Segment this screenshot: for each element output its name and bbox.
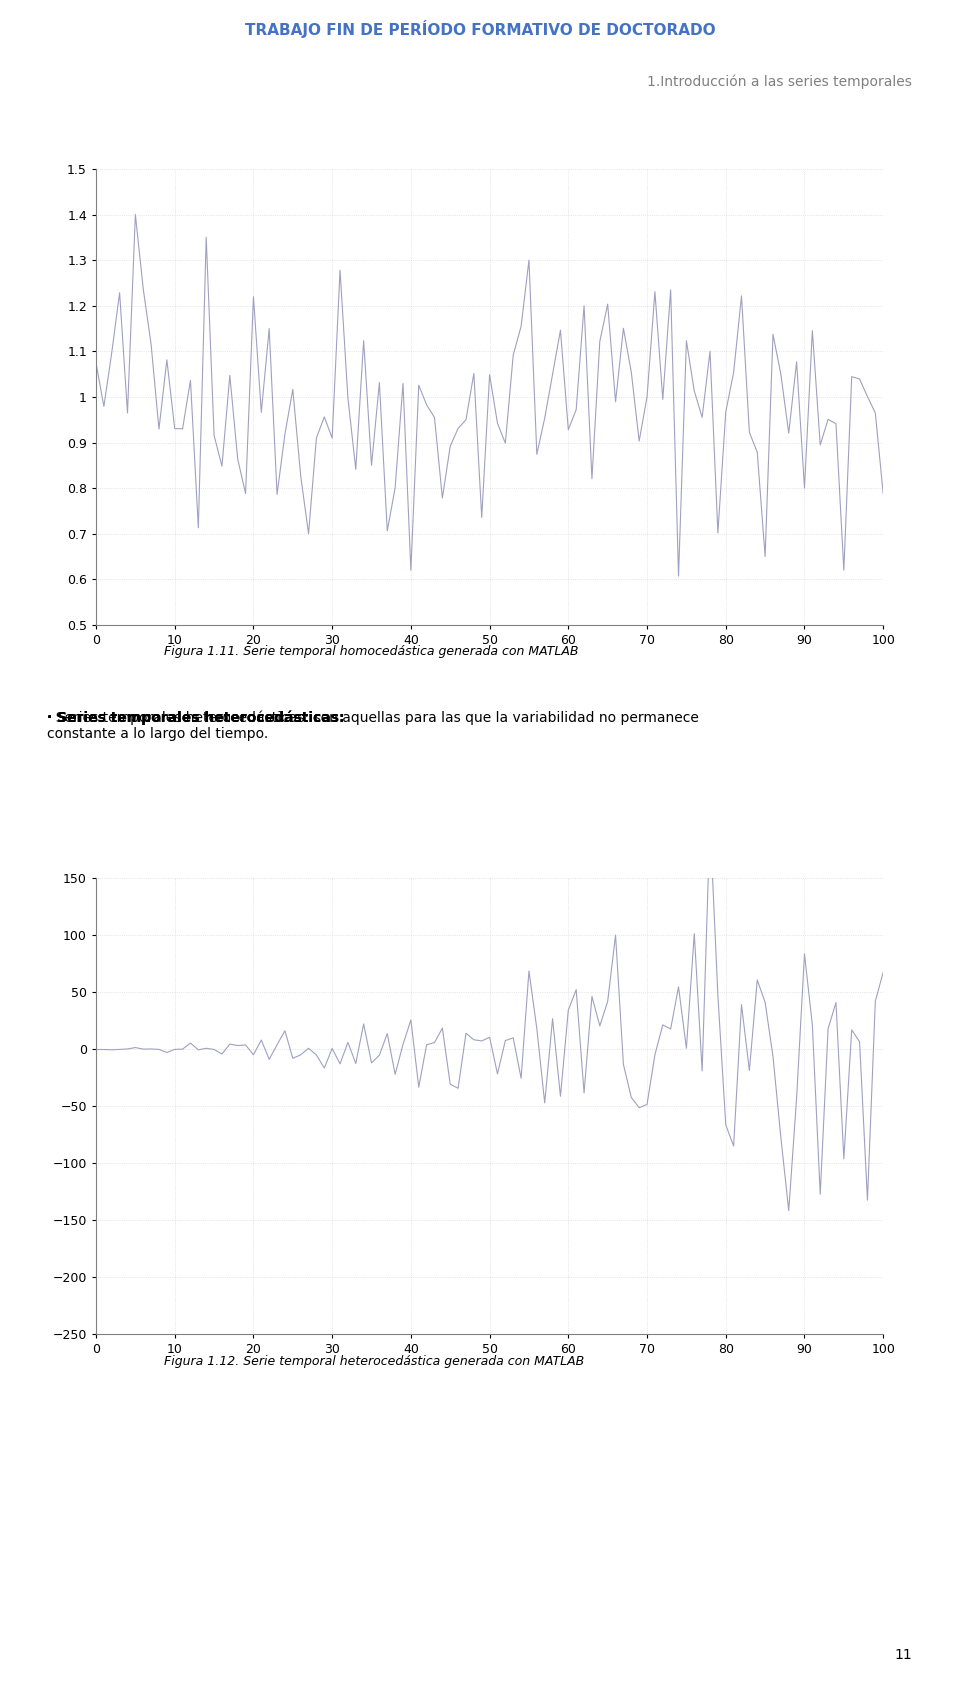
Text: 11: 11 (895, 1648, 912, 1662)
Text: TRABAJO FIN DE PERÍODO FORMATIVO DE DOCTORADO: TRABAJO FIN DE PERÍODO FORMATIVO DE DOCT… (245, 20, 715, 39)
Text: · Series temporales heterocedásticas: son aquellas para las que la variabilidad : · Series temporales heterocedásticas: so… (47, 709, 699, 741)
Text: · Series temporales heterocedásticas:: · Series temporales heterocedásticas: (47, 709, 345, 725)
Text: 1.Introducción a las series temporales: 1.Introducción a las series temporales (647, 74, 912, 90)
Text: Figura 1.11. Serie temporal homocedástica generada con MATLAB: Figura 1.11. Serie temporal homocedástic… (164, 645, 579, 659)
Text: · Series temporales heterocedásticas:: · Series temporales heterocedásticas: (47, 709, 345, 725)
Text: Figura 1.12. Serie temporal heterocedástica generada con MATLAB: Figura 1.12. Serie temporal heterocedást… (164, 1355, 585, 1368)
